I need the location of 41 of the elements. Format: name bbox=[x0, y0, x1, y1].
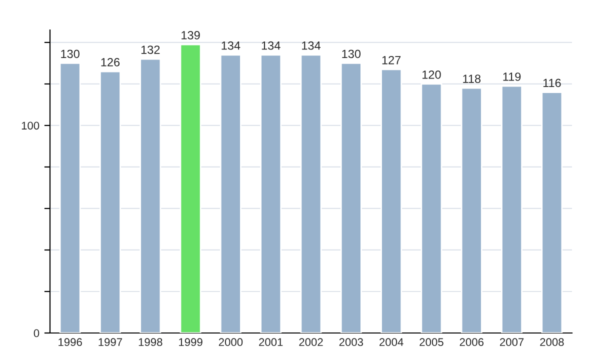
data-label: 134 bbox=[262, 41, 280, 50]
y-tick-label: 100 bbox=[22, 122, 40, 130]
bar bbox=[340, 62, 362, 333]
data-label: 134 bbox=[222, 41, 240, 50]
bar bbox=[501, 85, 523, 333]
x-tick-label: 2000 bbox=[218, 338, 243, 346]
x-tick-label: 1999 bbox=[179, 338, 202, 346]
x-tick-label: 2008 bbox=[540, 338, 564, 346]
x-tick-label: 1996 bbox=[58, 338, 82, 346]
data-label: 116 bbox=[543, 78, 561, 88]
x-tick-label: 1998 bbox=[138, 338, 162, 346]
x-tick-label: 2002 bbox=[299, 338, 323, 346]
x-tick-label: 2001 bbox=[259, 338, 283, 346]
data-label: 119 bbox=[503, 72, 521, 81]
x-tick-label: 1997 bbox=[98, 338, 122, 346]
bar bbox=[541, 92, 563, 333]
data-label: 130 bbox=[342, 50, 361, 58]
y-tick-label: 0 bbox=[34, 329, 40, 338]
data-label: 118 bbox=[463, 74, 481, 83]
bar bbox=[460, 87, 482, 333]
x-tick-label: 2003 bbox=[339, 338, 364, 346]
data-label: 134 bbox=[302, 41, 321, 50]
bar bbox=[99, 70, 121, 333]
bar bbox=[300, 54, 322, 333]
bar bbox=[220, 54, 242, 333]
bar bbox=[260, 54, 282, 333]
x-tick-label: 2006 bbox=[460, 338, 484, 346]
data-label: 130 bbox=[61, 50, 80, 58]
bar bbox=[380, 68, 402, 333]
bar bbox=[59, 62, 81, 333]
data-label: 126 bbox=[101, 58, 120, 66]
data-label: 132 bbox=[141, 46, 160, 54]
data-label: 127 bbox=[382, 56, 401, 64]
x-tick-label: 2004 bbox=[380, 338, 404, 346]
x-tick-label: 2005 bbox=[420, 338, 444, 346]
bar bbox=[140, 58, 162, 333]
bar bbox=[180, 44, 202, 333]
x-tick-label: 2007 bbox=[500, 338, 524, 346]
data-label: 120 bbox=[422, 70, 441, 79]
data-label: 139 bbox=[182, 31, 200, 40]
bar bbox=[420, 83, 442, 333]
